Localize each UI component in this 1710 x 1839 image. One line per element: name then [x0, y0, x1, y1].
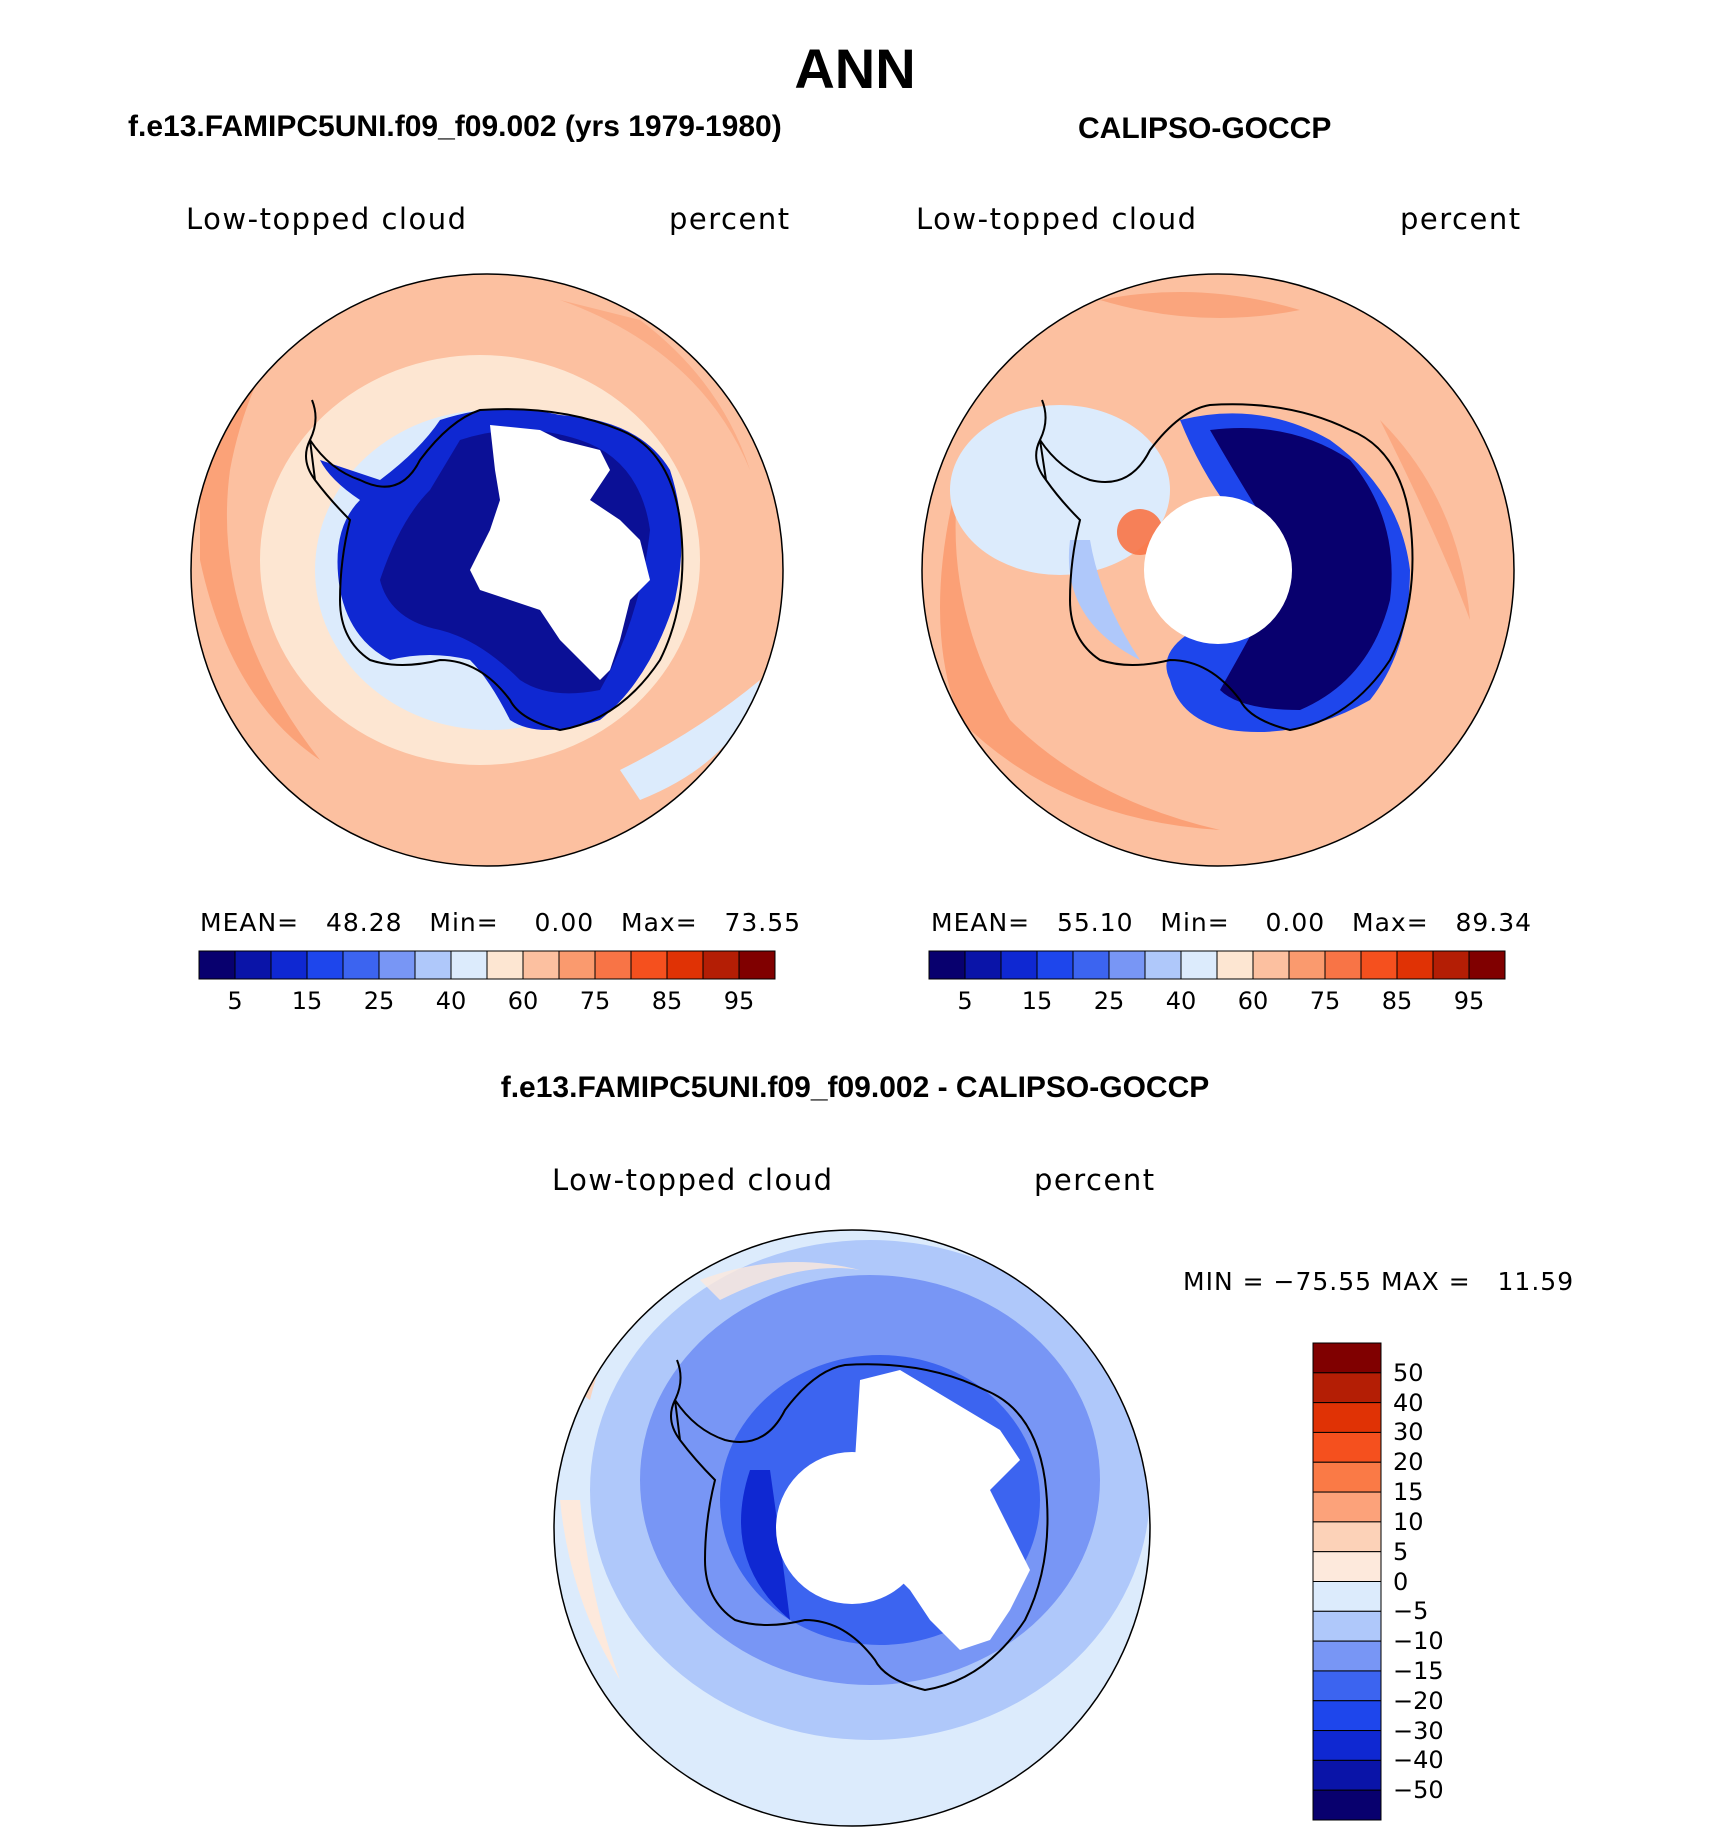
- colorbar-swatch: [1312, 1759, 1382, 1791]
- colorbar-swatch: [1072, 950, 1110, 980]
- colorbar-swatch: [1468, 950, 1506, 980]
- colorbar-swatch: [450, 950, 488, 980]
- panel3-stats: MIN = −75.55 MAX = 11.59: [1183, 1267, 1575, 1296]
- panel2-stats: MEAN= 55.10 Min= 0.00 Max= 89.34: [931, 908, 1533, 937]
- colorbar-tick-label: 15: [291, 987, 323, 1015]
- colorbar-tick-label: 5: [957, 987, 973, 1015]
- colorbar-tick-label: −40: [1393, 1746, 1444, 1775]
- colorbar-tick-label: 25: [1093, 987, 1125, 1015]
- colorbar-tick-label: 40: [1393, 1388, 1424, 1417]
- colorbar-swatch: [738, 950, 776, 980]
- colorbar-swatch: [666, 950, 704, 980]
- colorbar-tick-label: 95: [1453, 987, 1485, 1015]
- colorbar-swatch: [1312, 1789, 1382, 1821]
- panel2-header: CALIPSO-GOCCP: [1078, 112, 1332, 145]
- colorbar-tick-label: −15: [1393, 1656, 1444, 1685]
- colorbar-tick-label: 25: [363, 987, 395, 1015]
- colorbar-swatch: [1312, 1491, 1382, 1523]
- colorbar-swatch: [1312, 1372, 1382, 1404]
- colorbar-tick-label: 85: [651, 987, 683, 1015]
- colorbar-swatch: [234, 950, 272, 980]
- colorbar-swatch: [306, 950, 344, 980]
- colorbar-swatch: [1288, 950, 1326, 980]
- colorbar-tick-label: 75: [1309, 987, 1341, 1015]
- colorbar-swatch: [1324, 950, 1362, 980]
- colorbar-swatch: [378, 950, 416, 980]
- colorbar-swatch: [1312, 1700, 1382, 1732]
- colorbar-swatch: [594, 950, 632, 980]
- colorbar-swatch: [1432, 950, 1470, 980]
- colorbar-swatch: [1312, 1670, 1382, 1702]
- colorbar-tick-label: 10: [1393, 1507, 1424, 1536]
- panel3-header: f.e13.FAMIPC5UNI.f09_f09.002 - CALIPSO-G…: [500, 1071, 1210, 1104]
- panel3-variable-label: Low-topped cloud: [552, 1163, 834, 1197]
- colorbar-tick-label: 30: [1393, 1418, 1424, 1447]
- colorbar-tick-label: 15: [1393, 1478, 1424, 1507]
- colorbar-swatch: [702, 950, 740, 980]
- colorbar-swatch: [1312, 1402, 1382, 1433]
- colorbar-swatch: [1144, 950, 1182, 980]
- colorbar-tick-label: 60: [1237, 987, 1269, 1015]
- panel2-variable-label: Low-topped cloud: [916, 202, 1198, 236]
- colorbar-swatch: [1312, 1551, 1382, 1582]
- colorbar-swatch: [1252, 950, 1290, 980]
- colorbar-swatch: [1360, 950, 1398, 980]
- colorbar-tick-label: 75: [579, 987, 611, 1015]
- colorbar-tick-label: −5: [1393, 1597, 1429, 1626]
- colorbar-swatch: [1312, 1461, 1382, 1493]
- colorbar-swatch: [1312, 1342, 1382, 1374]
- colorbar-swatch: [1312, 1431, 1382, 1463]
- colorbar-swatch: [1312, 1730, 1382, 1761]
- colorbar-tick-label: −20: [1393, 1686, 1444, 1715]
- colorbar-swatch: [1180, 950, 1218, 980]
- colorbar-swatch: [1312, 1610, 1382, 1642]
- panel1-header: f.e13.FAMIPC5UNI.f09_f09.002 (yrs 1979-1…: [128, 110, 782, 143]
- panel3-units-label: percent: [1034, 1163, 1156, 1197]
- colorbar-swatch: [928, 950, 966, 980]
- figure-title: ANN: [794, 37, 916, 100]
- panel1-variable-label: Low-topped cloud: [186, 202, 468, 236]
- colorbar-swatch: [1036, 950, 1074, 980]
- colorbar-tick-label: −10: [1393, 1627, 1444, 1656]
- colorbar-tick-label: −30: [1393, 1716, 1444, 1745]
- colorbar-tick-label: 20: [1393, 1448, 1424, 1477]
- colorbar-swatch: [1312, 1640, 1382, 1672]
- colorbar-tick-label: 60: [507, 987, 539, 1015]
- colorbar-tick-label: 50: [1393, 1358, 1424, 1387]
- colorbar-swatch: [1312, 1521, 1382, 1553]
- colorbar-tick-label: −50: [1393, 1776, 1444, 1805]
- colorbar-tick-label: 15: [1021, 987, 1053, 1015]
- colorbar-swatch: [198, 950, 236, 980]
- colorbar-tick-label: 85: [1381, 987, 1413, 1015]
- colorbar-tick-label: 95: [723, 987, 755, 1015]
- colorbar-tick-label: 40: [1165, 987, 1197, 1015]
- colorbar-tick-label: 0: [1393, 1567, 1409, 1596]
- panel2-units-label: percent: [1400, 202, 1522, 236]
- colorbar-tick-label: 5: [1393, 1537, 1409, 1566]
- colorbar-swatch: [522, 950, 560, 980]
- colorbar-tick-label: 40: [435, 987, 467, 1015]
- colorbar-swatch: [1312, 1581, 1382, 1612]
- panel1-units-label: percent: [669, 202, 791, 236]
- colorbar-tick-label: 5: [227, 987, 243, 1015]
- colorbar-swatch: [1000, 950, 1038, 980]
- colorbar-swatch: [1216, 950, 1254, 980]
- panel1-stats: MEAN= 48.28 Min= 0.00 Max= 73.55: [200, 908, 802, 937]
